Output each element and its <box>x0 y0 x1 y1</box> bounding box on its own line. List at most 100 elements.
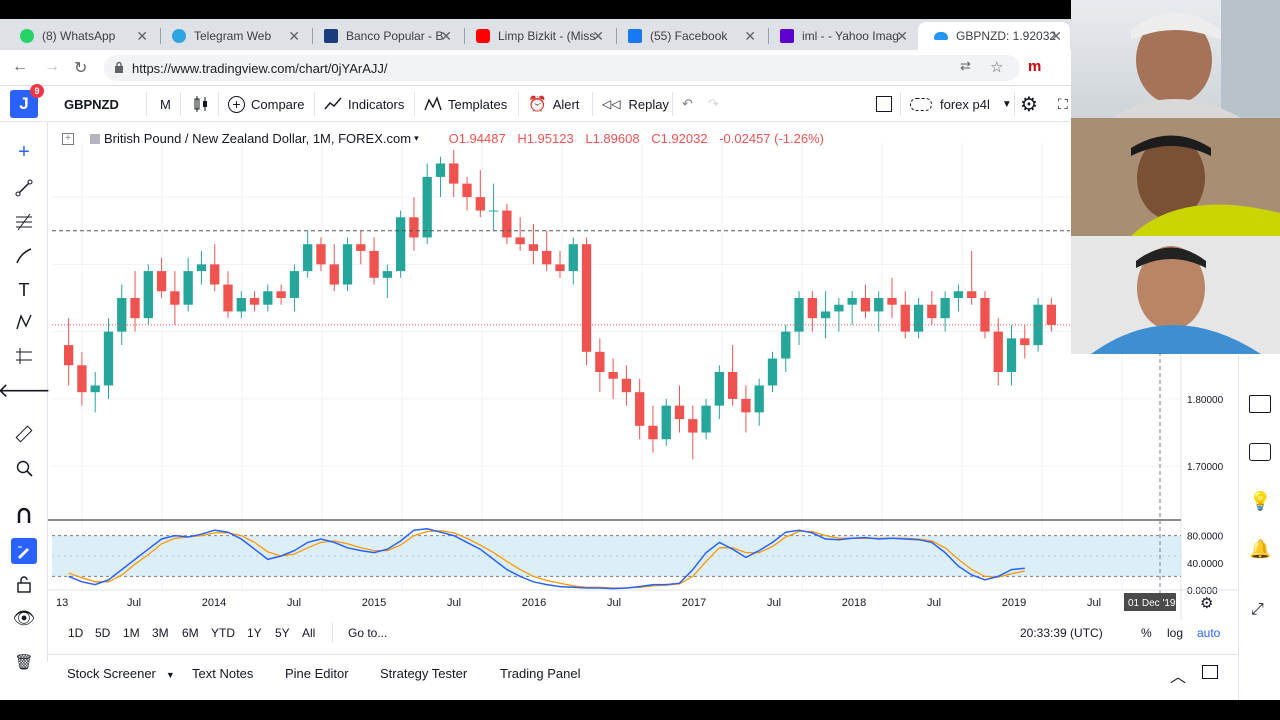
time-tick-label: Jul <box>287 597 301 609</box>
back-icon[interactable]: ← <box>12 58 28 75</box>
crosshair-icon[interactable]: + <box>18 140 30 163</box>
candle-body <box>395 217 406 272</box>
text-tool-icon[interactable]: T <box>18 279 30 300</box>
tab-strategy-tester[interactable]: Strategy Tester <box>380 666 468 681</box>
range-ytd[interactable]: YTD <box>211 626 235 640</box>
percent-toggle[interactable]: % <box>1141 626 1152 640</box>
fullscreen-icon[interactable]: ⛶ <box>1058 95 1068 112</box>
tab-label: Telegram Web <box>194 29 272 43</box>
candle-body <box>90 385 100 393</box>
chart-style-button[interactable] <box>193 86 209 122</box>
ideas-bulb-icon[interactable]: 💡 <box>1249 491 1272 511</box>
redo-icon[interactable]: ↷ <box>708 96 719 111</box>
close-icon[interactable]: ✕ <box>1050 27 1062 44</box>
fib-tool-icon[interactable] <box>12 210 36 234</box>
close-icon[interactable]: ✕ <box>440 27 452 44</box>
chart-settings-gear-icon[interactable]: ⚙ <box>1200 594 1213 612</box>
zoom-icon[interactable] <box>12 456 36 480</box>
range-5y[interactable]: 5Y <box>275 626 290 640</box>
trend-line-icon[interactable] <box>12 176 36 200</box>
url-field[interactable]: https://www.tradingview.com/chart/0jYArA… <box>104 55 1020 81</box>
browser-tab[interactable]: (8) WhatsApp ✕ <box>4 22 156 50</box>
extension-m-icon[interactable]: m <box>1028 58 1042 75</box>
range-1m[interactable]: 1M <box>123 626 140 640</box>
browser-tab[interactable]: Limp Bizkit - (Miss ✕ <box>460 22 612 50</box>
tab-stock-screener[interactable]: Stock Screener ▼ <box>67 666 175 681</box>
undo-icon[interactable]: ↶ <box>682 96 693 111</box>
candle-body <box>913 304 924 332</box>
range-all[interactable]: All <box>302 626 316 640</box>
symbol-search[interactable]: GBPNZD <box>64 96 119 112</box>
trash-icon[interactable]: 🗑 <box>14 654 34 671</box>
goto-date-button[interactable]: Go to... <box>348 626 388 640</box>
arrow-left-icon[interactable]: 🡐 <box>0 379 51 402</box>
candle-body <box>422 176 432 238</box>
compare-button[interactable]: + Compare <box>228 86 304 122</box>
forward-icon[interactable]: → <box>44 58 60 75</box>
candle-body <box>502 210 512 238</box>
lock-drawings-icon[interactable] <box>12 572 36 596</box>
stay-drawing-icon[interactable] <box>11 538 37 564</box>
browser-tab[interactable]: iml - - Yahoo Imag ✕ <box>764 22 916 50</box>
user-avatar[interactable]: J 9 <box>10 84 44 122</box>
indicators-label: Indicators <box>348 96 405 112</box>
tab-divider <box>616 28 617 44</box>
eye-icon[interactable]: 👁 <box>12 607 36 628</box>
legend-title[interactable]: British Pound / New Zealand Dollar, 1M, … <box>104 131 412 146</box>
range-1y[interactable]: 1Y <box>247 626 262 640</box>
screen-bottom-edge <box>0 700 1280 720</box>
browser-tab[interactable]: Telegram Web ✕ <box>156 22 308 50</box>
templates-button[interactable]: Templates <box>424 86 507 122</box>
alert-button[interactable]: ⏰ Alert <box>528 86 579 122</box>
tab-trading-panel[interactable]: Trading Panel <box>500 666 581 681</box>
indicators-icon <box>324 97 342 110</box>
translate-icon[interactable]: ⇄ <box>960 58 971 73</box>
tab-label: (8) WhatsApp <box>42 29 116 43</box>
brush-icon[interactable] <box>12 244 36 268</box>
indicators-button[interactable]: Indicators <box>324 86 404 122</box>
candle-body <box>927 304 937 319</box>
bookmark-star-icon[interactable]: ☆ <box>990 59 1004 76</box>
gear-icon[interactable]: ⚙ <box>1020 93 1038 116</box>
maximize-panel-icon[interactable] <box>1202 665 1218 679</box>
save-layout-button[interactable]: forex p4l ▼ <box>910 86 1012 122</box>
log-toggle[interactable]: log <box>1167 626 1184 640</box>
browser-tab-active[interactable]: GBPNZD: 1.92032 ✕ <box>918 22 1070 50</box>
tab-text-notes[interactable]: Text Notes <box>192 666 254 681</box>
symbol-select-icon[interactable]: + <box>62 132 74 145</box>
tab-pine-editor[interactable]: Pine Editor <box>285 666 349 681</box>
close-icon[interactable]: ✕ <box>592 27 604 44</box>
pattern-icon[interactable] <box>12 310 36 334</box>
ruler-icon[interactable] <box>12 422 36 446</box>
candle-body <box>595 351 605 372</box>
browser-tab[interactable]: Banco Popular - B ✕ <box>308 22 460 50</box>
chart[interactable]: 1.800001.700001.9203280.000040.00000.000… <box>48 122 1238 620</box>
magnet-icon[interactable] <box>12 504 36 528</box>
close-icon[interactable]: ✕ <box>896 27 908 44</box>
layout-button[interactable] <box>876 86 892 122</box>
candle-body <box>701 405 711 433</box>
range-6m[interactable]: 6M <box>182 626 199 640</box>
interval-button[interactable]: M <box>160 96 171 112</box>
oscillator-tick-label: 40.0000 <box>1187 559 1224 570</box>
close-icon[interactable]: ✕ <box>288 27 300 44</box>
close-icon[interactable]: ✕ <box>744 27 756 44</box>
replay-button[interactable]: ◁◁ Replay <box>602 86 669 122</box>
watchlist-icon[interactable] <box>1249 395 1271 413</box>
time-tick-label: Jul <box>607 597 621 609</box>
range-1d[interactable]: 1D <box>68 626 84 640</box>
chat-icon[interactable] <box>1249 443 1271 461</box>
auto-scale-toggle[interactable]: auto <box>1197 626 1221 640</box>
toolbar-divider <box>314 92 315 116</box>
collapse-panel-icon[interactable]: ︿ <box>1170 669 1187 686</box>
close-icon[interactable]: ✕ <box>136 27 148 44</box>
hotlist-icon[interactable]: ⤢ <box>1251 601 1264 618</box>
bell-icon[interactable]: 🔔 <box>1249 539 1272 559</box>
chart-top-toolbar: J 9 GBPNZD M + Compare Indicators Templa… <box>0 84 1070 122</box>
reload-icon[interactable]: ↻ <box>74 60 88 77</box>
prediction-icon[interactable] <box>12 344 36 368</box>
candle-body <box>674 405 685 420</box>
range-3m[interactable]: 3M <box>152 626 169 640</box>
range-5d[interactable]: 5D <box>95 626 111 640</box>
browser-tab[interactable]: (55) Facebook ✕ <box>612 22 764 50</box>
